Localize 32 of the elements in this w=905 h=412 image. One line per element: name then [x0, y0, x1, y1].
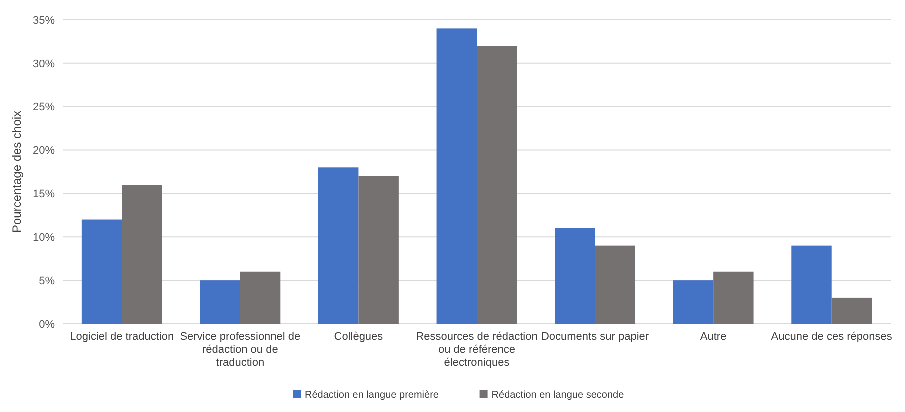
y-tick-label: 5%: [39, 275, 56, 288]
bar: [555, 228, 596, 324]
y-tick-label: 20%: [32, 145, 56, 158]
bar: [832, 298, 872, 324]
bar: [595, 246, 636, 324]
bar: [318, 168, 359, 324]
y-tick-label: 10%: [32, 232, 56, 244]
x-tick-label: Documents sur papier: [541, 331, 650, 343]
bar: [82, 220, 122, 324]
bar: [200, 280, 240, 324]
bar: [122, 185, 162, 324]
legend-label: Rédaction en langue seconde: [492, 390, 625, 401]
y-axis-title: Pourcentage des choix: [10, 110, 24, 234]
bar: [673, 280, 714, 324]
bar: [358, 176, 399, 324]
x-tick-label: Logiciel de traduction: [70, 331, 174, 343]
y-tick-label: 35%: [32, 14, 56, 27]
y-tick-label: 0%: [39, 318, 56, 331]
x-tick-label: Aucune de ces réponses: [771, 331, 893, 343]
bar: [436, 28, 477, 324]
bar: [714, 272, 754, 324]
x-tick-label: Service professionnel de rédaction ou de traduction: [180, 331, 301, 369]
x-tick-label: Ressources de rédaction ou de référence électroniques: [416, 331, 538, 369]
bar: [477, 46, 518, 324]
bar: [240, 272, 281, 324]
y-tick-label: 30%: [32, 58, 56, 70]
x-tick-label: Collègues: [334, 331, 384, 343]
y-tick-label: 15%: [32, 188, 56, 201]
y-tick-label: 25%: [32, 102, 56, 114]
legend-label: Rédaction en langue première: [305, 390, 440, 401]
bar: [792, 246, 832, 324]
x-tick-label: Autre: [700, 331, 727, 343]
